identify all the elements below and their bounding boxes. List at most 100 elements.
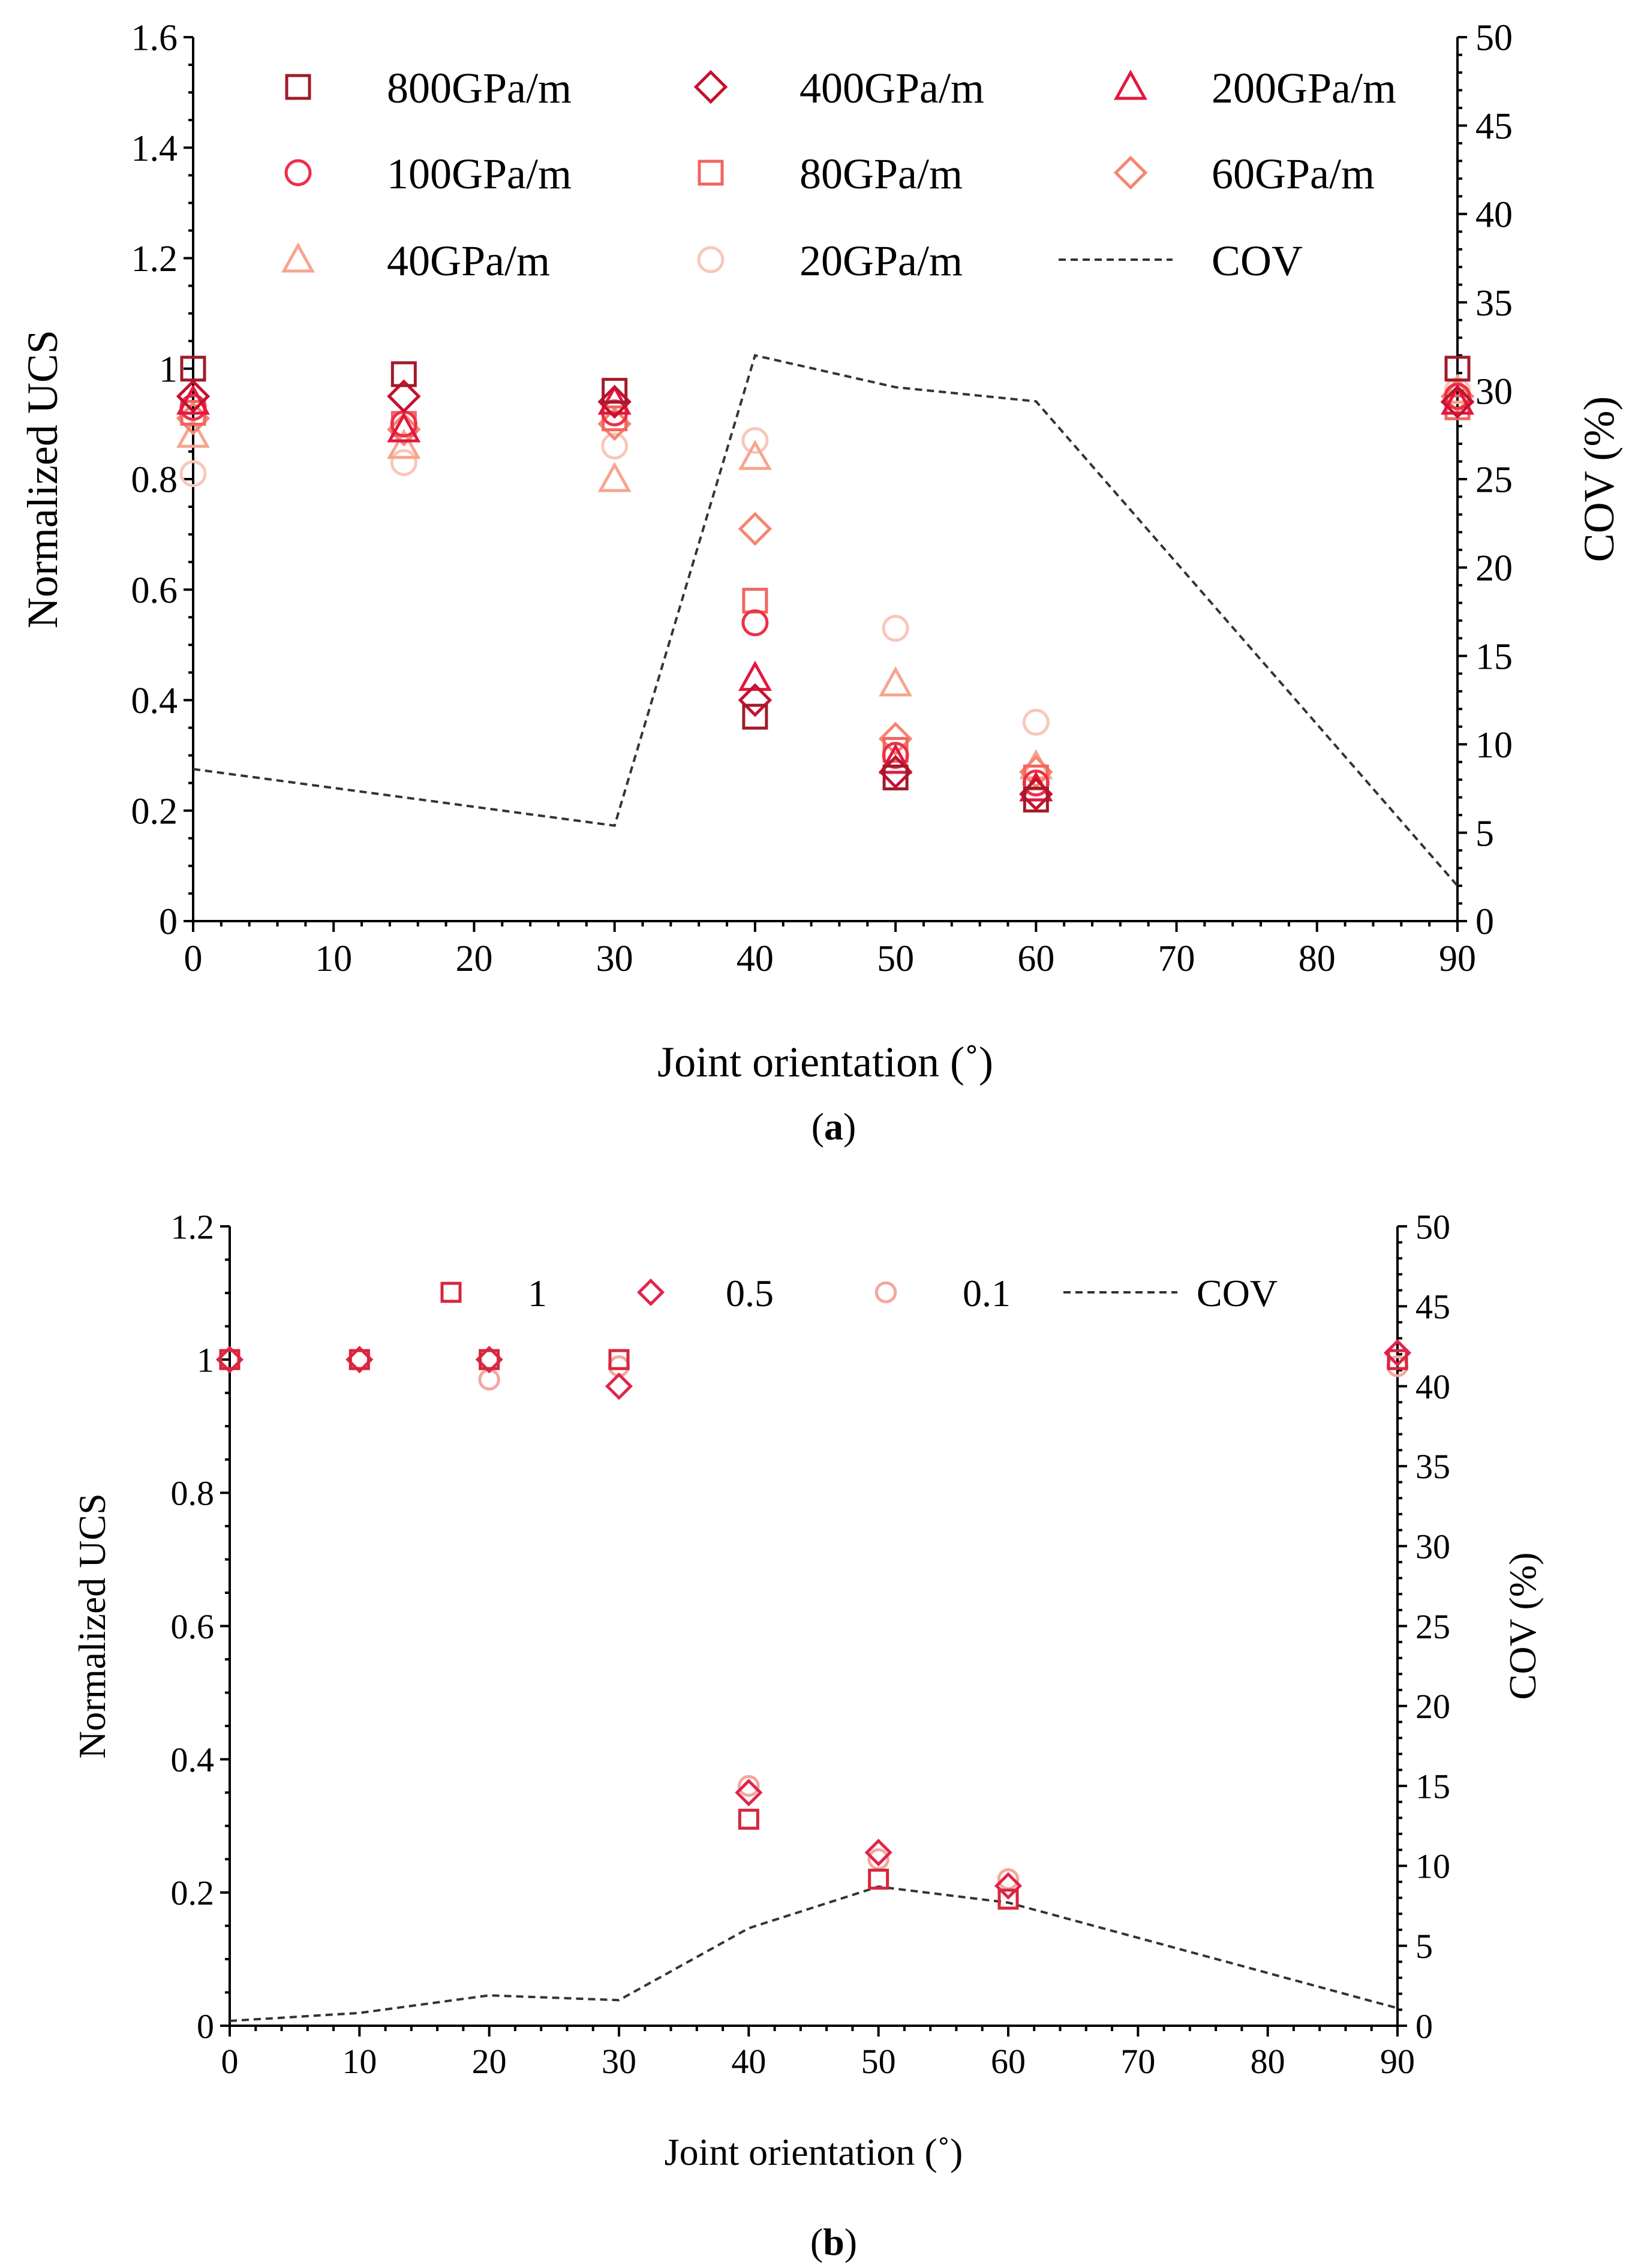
data-point xyxy=(601,432,629,460)
y2-tick-label: 20 xyxy=(1475,548,1513,589)
y2-tick-label: 25 xyxy=(1415,1607,1450,1646)
y2-tick-label: 40 xyxy=(1415,1367,1450,1406)
legend-marker xyxy=(285,74,311,100)
legend-label: COV xyxy=(1212,237,1303,285)
data-point xyxy=(597,384,632,419)
y-axis-title: Normalized UCS xyxy=(19,330,67,628)
data-point xyxy=(479,1349,500,1370)
chart-panel-a: 0 10 20 30 40 50 60 70 80 9000.20.40.60.811.21.41… xyxy=(19,18,1623,1086)
x-tick-label: 70 xyxy=(1120,2042,1155,2081)
y-tick-label: 1 xyxy=(159,349,178,390)
data-point xyxy=(179,460,207,488)
x-tick-label: 0 xyxy=(221,2042,239,2081)
data-point xyxy=(387,379,421,414)
data-point xyxy=(180,356,206,382)
data-point xyxy=(882,764,909,790)
data-point xyxy=(1387,1349,1408,1370)
x-tick-label: 50 xyxy=(877,939,914,979)
data-point xyxy=(742,703,768,730)
data-point xyxy=(1022,708,1050,736)
y-axis-title: Normalized UCS xyxy=(71,1493,113,1759)
data-point xyxy=(387,412,421,447)
data-point xyxy=(879,743,913,774)
data-point xyxy=(868,1869,889,1890)
data-point xyxy=(738,512,773,546)
y2-tick-label: 15 xyxy=(1415,1767,1450,1806)
legend-label: 20GPa/m xyxy=(800,237,963,285)
data-point xyxy=(738,1809,759,1830)
y2-tick-label: 10 xyxy=(1415,1847,1450,1886)
data-point xyxy=(387,412,421,443)
x-tick-label: 0 xyxy=(184,939,203,979)
y-tick-label: 0.2 xyxy=(131,791,178,832)
legend-label: 200GPa/m xyxy=(1212,64,1396,112)
data-point xyxy=(597,462,632,492)
y-tick-label: 0.4 xyxy=(171,1740,215,1779)
legend-marker xyxy=(1114,70,1147,100)
data-point xyxy=(742,588,768,614)
data-point xyxy=(608,1349,630,1370)
y2-tick-label: 45 xyxy=(1475,106,1513,147)
y2-tick-label: 45 xyxy=(1415,1288,1450,1326)
data-point xyxy=(738,683,773,717)
data-point xyxy=(997,1868,1020,1890)
y2-axis-title: COV (%) xyxy=(1575,396,1623,563)
legend-marker xyxy=(636,1278,665,1307)
y-tick-label: 0.6 xyxy=(131,570,178,611)
caption-a-letter: a xyxy=(824,1105,843,1148)
legend-marker xyxy=(693,70,728,104)
data-point xyxy=(348,1349,370,1370)
legend-marker xyxy=(697,246,725,273)
data-point xyxy=(602,378,628,404)
y2-tick-label: 30 xyxy=(1415,1527,1450,1566)
chart-panel-b: 0 10 20 30 40 50 60 70 80 9000.20.40.60.811.20510… xyxy=(71,1207,1544,2173)
x-tick-label: 60 xyxy=(991,2042,1026,2081)
data-point xyxy=(1444,356,1471,382)
legend-marker xyxy=(874,1281,897,1304)
data-point xyxy=(738,440,772,470)
legend-label: 0.5 xyxy=(726,1272,774,1315)
y-tick-label: 1 xyxy=(197,1340,214,1379)
data-point xyxy=(176,379,211,414)
data-point xyxy=(994,1872,1023,1900)
caption-b-letter: b xyxy=(823,2221,844,2263)
x-axis-title: Joint orientation (˚) xyxy=(665,2131,963,2173)
x-tick-label: 90 xyxy=(1439,939,1476,979)
data-point xyxy=(1441,384,1474,415)
y2-tick-label: 20 xyxy=(1415,1687,1450,1726)
x-tick-label: 20 xyxy=(472,2042,507,2081)
legend-marker xyxy=(281,242,315,273)
data-point xyxy=(867,1848,889,1870)
data-point xyxy=(1022,769,1050,797)
x-tick-label: 20 xyxy=(455,939,492,979)
legend-marker xyxy=(1113,155,1148,190)
legend-label: 1 xyxy=(528,1272,547,1315)
y2-tick-label: 5 xyxy=(1475,813,1494,854)
x-axis-title: Joint orientation (˚) xyxy=(657,1038,993,1086)
y2-tick-label: 10 xyxy=(1475,725,1513,766)
x-tick-label: 10 xyxy=(315,939,352,979)
data-point xyxy=(605,1372,633,1400)
caption-b: (b) xyxy=(810,2221,857,2263)
legend-label: 40GPa/m xyxy=(387,237,550,285)
data-point xyxy=(997,1888,1019,1910)
data-point xyxy=(879,666,913,697)
y2-tick-label: 30 xyxy=(1475,371,1513,412)
y-tick-label: 1.4 xyxy=(131,128,178,169)
data-point xyxy=(864,1839,892,1867)
y2-tick-label: 50 xyxy=(1415,1207,1450,1246)
data-point xyxy=(597,384,632,415)
y2-tick-label: 0 xyxy=(1415,2007,1433,2046)
data-point xyxy=(176,417,210,448)
data-point xyxy=(219,1349,241,1370)
data-point xyxy=(1023,786,1049,813)
data-point xyxy=(1383,1339,1412,1367)
cov-series-line xyxy=(229,1885,1398,2022)
y-tick-label: 0.4 xyxy=(131,681,178,721)
legend-marker xyxy=(698,160,724,186)
x-tick-label: 70 xyxy=(1158,939,1195,979)
legend-label: 80GPa/m xyxy=(800,150,963,198)
data-point xyxy=(390,449,417,476)
caption-a: (a) xyxy=(812,1105,856,1148)
